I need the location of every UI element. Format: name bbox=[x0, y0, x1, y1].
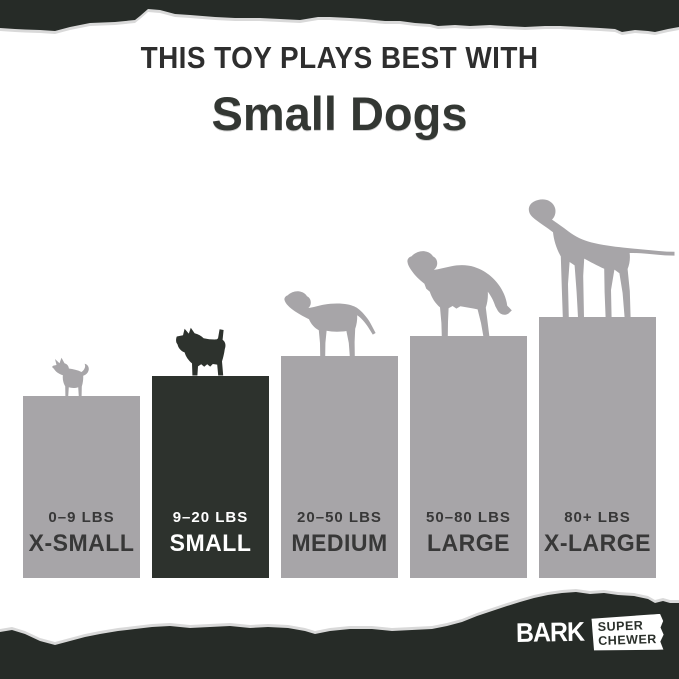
bar-medium: 20–50 LBS MEDIUM bbox=[281, 356, 398, 578]
bar-large: 50–80 LBS LARGE bbox=[410, 336, 527, 578]
page-subtitle: Small Dogs bbox=[211, 87, 468, 140]
weight-range-label: 20–50 LBS bbox=[297, 509, 382, 526]
bar-x-small-label: 0–9 LBS X-SMALL bbox=[23, 509, 140, 558]
pointer-silhouette-icon bbox=[527, 196, 675, 318]
weight-range-label: 50–80 LBS bbox=[426, 509, 511, 526]
bar-medium-fill bbox=[281, 356, 398, 578]
bar-small-label: 9–20 LBS SMALL bbox=[152, 509, 269, 558]
header: THIS TOY PLAYS BEST WITH Small Dogs bbox=[0, 40, 679, 141]
size-label: LARGE bbox=[426, 530, 511, 557]
weight-range-label: 0–9 LBS bbox=[48, 509, 115, 526]
bar-x-large-label: 80+ LBS X-LARGE bbox=[539, 509, 656, 558]
bar-large-label: 50–80 LBS LARGE bbox=[410, 509, 527, 558]
scottish-terrier-silhouette-icon bbox=[175, 325, 233, 377]
size-label: SMALL bbox=[169, 530, 252, 557]
bar-medium-label: 20–50 LBS MEDIUM bbox=[281, 509, 398, 558]
size-label: MEDIUM bbox=[291, 530, 388, 557]
chihuahua-silhouette-icon bbox=[50, 357, 97, 397]
bar-small-highlighted: 9–20 LBS SMALL bbox=[152, 376, 269, 578]
page-title: THIS TOY PLAYS BEST WITH bbox=[140, 40, 539, 75]
bar-large-fill bbox=[410, 336, 527, 578]
labrador-silhouette-icon bbox=[282, 287, 380, 357]
super-chewer-badge: SUPER CHEWER bbox=[591, 614, 664, 652]
bar-x-small: 0–9 LBS X-SMALL bbox=[23, 396, 140, 578]
bar-x-large-fill bbox=[539, 317, 656, 578]
bark-super-chewer-logo: BARK SUPER CHEWER bbox=[516, 612, 656, 654]
golden-retriever-silhouette-icon bbox=[405, 246, 519, 337]
weight-range-label: 9–20 LBS bbox=[172, 509, 249, 526]
bar-x-small-fill bbox=[23, 396, 140, 578]
weight-range-label: 80+ LBS bbox=[564, 509, 631, 526]
bar-small-fill bbox=[152, 376, 269, 578]
size-label: X-SMALL bbox=[28, 530, 135, 557]
bar-x-large: 80+ LBS X-LARGE bbox=[539, 317, 656, 578]
size-label: X-LARGE bbox=[543, 530, 652, 557]
top-torn-edge-shadow bbox=[0, 0, 679, 35]
top-torn-banner bbox=[0, 0, 679, 32]
badge-line-chewer: CHEWER bbox=[598, 631, 658, 649]
bark-wordmark: BARK bbox=[515, 616, 585, 648]
